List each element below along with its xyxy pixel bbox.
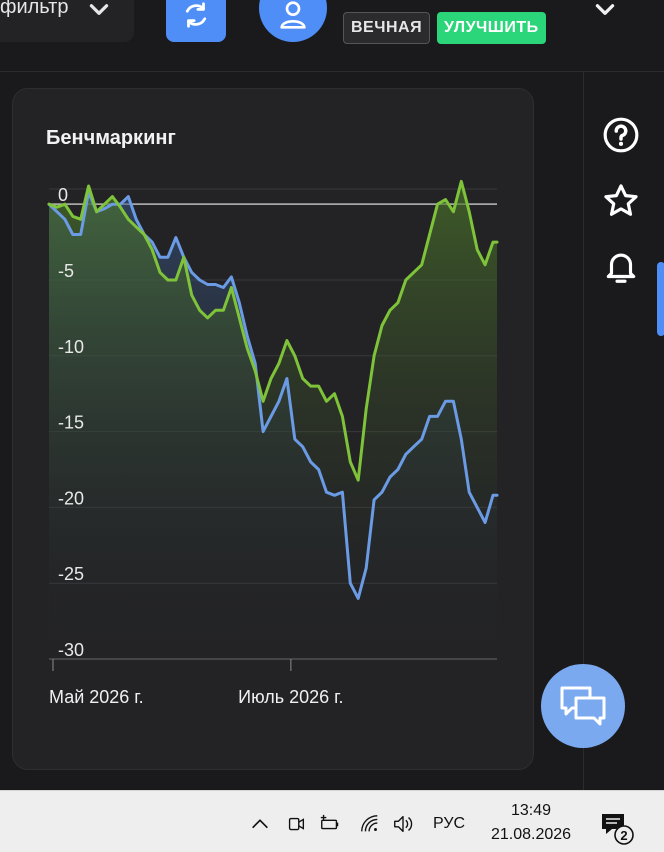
sync-button[interactable] (166, 0, 226, 42)
help-icon[interactable] (602, 116, 640, 154)
plan-badge: ВЕЧНАЯ (343, 12, 431, 44)
notification-count: 2 (620, 828, 627, 843)
bell-icon[interactable] (602, 248, 640, 286)
clock-time: 13:49 (510, 802, 552, 819)
chat-bubbles-icon (560, 686, 606, 726)
y-tick-label: -5 (58, 261, 74, 281)
y-tick-label: -25 (58, 564, 84, 584)
taskbar: РУС 13:49 21.08.2026 2 (0, 790, 664, 852)
y-tick-label: -10 (58, 337, 84, 357)
filter-label: фильтр (0, 0, 69, 18)
x-tick-label: Июль 2026 г. (238, 687, 343, 707)
filter-dropdown[interactable]: фильтр (0, 0, 134, 42)
battery-charging-icon[interactable] (319, 813, 341, 835)
upgrade-button[interactable]: УЛУЧШИТЬ (437, 12, 546, 44)
chat-button[interactable] (541, 664, 625, 748)
chevron-down-icon[interactable] (592, 0, 618, 22)
language-indicator[interactable]: РУС (433, 815, 466, 832)
benchmark-chart: 0 -5 -10 -15 -20 -25 -30 Май 2026 г. Июль 2026 г… (47, 179, 499, 707)
y-tick-label: -15 (58, 413, 84, 433)
star-icon[interactable] (602, 182, 640, 220)
series-line-1[interactable] (47, 179, 499, 482)
chevron-down-icon (89, 4, 109, 15)
clock[interactable]: 13:49 21.08.2026 (485, 799, 577, 847)
wifi-icon[interactable] (359, 813, 381, 835)
card-title: Бенчмаркинг (46, 127, 176, 149)
notifications-icon[interactable]: 2 (600, 809, 636, 845)
top-bar: фильтр ВЕЧНАЯ УЛУЧШИТЬ (0, 0, 664, 72)
x-tick-label: Май 2026 г. (49, 687, 144, 707)
chevron-up-icon[interactable] (249, 813, 271, 835)
clock-date: 21.08.2026 (490, 826, 572, 843)
camera-mic-icon[interactable] (285, 813, 307, 835)
y-tick-label: 0 (58, 185, 68, 205)
user-avatar-button[interactable] (259, 0, 327, 42)
benchmarking-card: Бенчмаркинг 0 -5 -10 -15 -20 -25 -30 Май 2026 г… (12, 88, 534, 770)
user-icon (280, 1, 306, 29)
sync-icon (185, 2, 207, 28)
volume-icon[interactable] (392, 813, 414, 835)
y-tick-label: -30 (58, 640, 84, 660)
y-tick-label: -20 (58, 488, 84, 508)
series-line-0[interactable] (47, 190, 499, 600)
series-area-1 (49, 181, 497, 659)
scrollbar-thumb[interactable] (657, 262, 664, 336)
